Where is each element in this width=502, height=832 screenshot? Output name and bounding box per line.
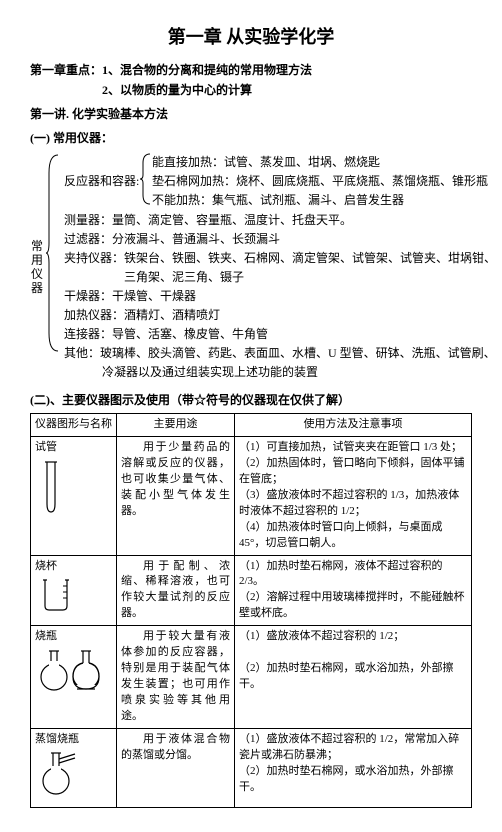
inner-brace-label: 反应器和容器: — [64, 172, 139, 190]
test-tube-icon — [35, 458, 65, 518]
list-row: 干燥器：干燥管、干燥器 — [64, 287, 472, 305]
apparatus-name: 烧杯 — [35, 560, 57, 572]
list-row: 过滤器：分液漏斗、普通漏斗、长颈漏斗 — [64, 230, 472, 248]
distillation-flask-icon — [35, 750, 81, 798]
table-row: 烧瓶 — [31, 626, 472, 729]
apparatus-name: 烧瓶 — [35, 630, 57, 642]
brace-content: 反应器和容器: 能直接加热：试管、蒸发皿、坩埚、燃烧匙 垫石棉网加热：烧杯、圆底… — [64, 153, 472, 381]
table-row: 蒸馏烧瓶 用于液体混合物的蒸馏或分馏。 （1）盛放液体不超过容积的 1/2，常常… — [31, 728, 472, 807]
table-header-row: 仪器图形与名称 主要用途 使用方法及注意事项 — [31, 414, 472, 437]
brace-block: 常 用 仪 器 反应器和容器: 能直接加热：试管、蒸发皿、坩埚、燃烧匙 垫石棉网… — [30, 153, 472, 381]
apparatus-note-cell: （1）盛放液体不超过容积的 1/2，常常加入碎瓷片或沸石防暴沸； （2）加热时垫… — [235, 728, 472, 807]
list-row: 加热仪器：酒精灯、酒精喷灯 — [64, 306, 472, 324]
apparatus-use-cell: 用于少量药品的溶解或反应的仪器，也可收集少量气体、装配小型气体发生器。 — [117, 436, 235, 555]
apparatus-use-cell: 用于配制、浓缩、稀释溶液，也可作较大量试剂的反应器。 — [117, 555, 235, 626]
section-1-heading: (一) 常用仪器： — [30, 129, 472, 147]
table-row: 烧杯 用于配制、浓缩、稀释溶液，也可作较大量试剂的反应器。 （1）加热时垫石棉网… — [31, 555, 472, 626]
apparatus-table: 仪器图形与名称 主要用途 使用方法及注意事项 试管 用于少量药品的溶解或反应的仪… — [30, 413, 472, 808]
apparatus-name: 试管 — [35, 441, 57, 453]
keypoint-line-2: 2、以物质的量为中心的计算 — [30, 81, 472, 99]
brace-label-vertical: 常 用 仪 器 — [30, 239, 44, 295]
list-row: 测量器：量筒、滴定管、容量瓶、温度计、托盘天平。 — [64, 211, 472, 229]
keypoint-line-1: 第一章重点：1、混合物的分离和提纯的常用物理方法 — [30, 61, 472, 79]
list-row: 其他：玻璃棒、胶头滴管、药匙、表面皿、水槽、U 型管、研钵、洗瓶、试管刷、 — [64, 344, 472, 362]
apparatus-name-cell: 烧杯 — [31, 555, 117, 626]
inner-row: 垫石棉网加热：烧杯、圆底烧瓶、平底烧瓶、蒸馏烧瓶、锥形瓶 — [152, 172, 472, 190]
inner-row: 不能加热：集气瓶、试剂瓶、漏斗、启普发生器 — [152, 191, 472, 209]
beaker-icon — [35, 576, 75, 614]
inner-brace-block: 反应器和容器: 能直接加热：试管、蒸发皿、坩埚、燃烧匙 垫石棉网加热：烧杯、圆底… — [64, 153, 472, 209]
list-row: 连接器：导管、活塞、橡皮管、牛角管 — [64, 325, 472, 343]
apparatus-use-cell: 用于液体混合物的蒸馏或分馏。 — [117, 728, 235, 807]
table-header: 仪器图形与名称 — [31, 414, 117, 437]
inner-brace-icon — [140, 153, 152, 205]
apparatus-name: 蒸馏烧瓶 — [35, 733, 79, 745]
table-row: 试管 用于少量药品的溶解或反应的仪器，也可收集少量气体、装配小型气体发生器。 （… — [31, 436, 472, 555]
apparatus-note-cell: （1）可直接加热，试管夹夹在距管口 1/3 处； （2）加热固体时，管口略向下倾… — [235, 436, 472, 555]
list-row-cont: 三角架、泥三角、镊子 — [64, 268, 472, 286]
table-header: 主要用途 — [117, 414, 235, 437]
apparatus-name-cell: 蒸馏烧瓶 — [31, 728, 117, 807]
page-title: 第一章 从实验学化学 — [30, 24, 472, 51]
apparatus-note-cell: （1）盛放液体不超过容积的 1/2； （2）加热时垫石棉网，或水浴加热，外部擦干… — [235, 626, 472, 729]
lecture-heading: 第一讲. 化学实验基本方法 — [30, 105, 472, 123]
list-row: 夹持仪器：铁架台、铁圈、铁夹、石棉网、滴定管架、试管架、试管夹、坩埚钳、 — [64, 249, 472, 267]
apparatus-name-cell: 试管 — [31, 436, 117, 555]
flask-icon — [35, 647, 105, 695]
inner-row: 能直接加热：试管、蒸发皿、坩埚、燃烧匙 — [152, 153, 472, 171]
section-2-heading: (二)、主要仪器图示及使用（带☆符号的仪器现在仅供了解） — [30, 391, 472, 409]
apparatus-use-cell: 用于较大量有液体参加的反应容器，特别是用于装配气体发生装置；也可用作喷泉实验等其… — [117, 626, 235, 729]
apparatus-note-cell: （1）加热时垫石棉网，液体不超过容积的 2/3。 （2）溶解过程中用玻璃棒搅拌时… — [235, 555, 472, 626]
list-row-cont: 冷凝器以及通过组装实现上述功能的装置 — [64, 363, 472, 381]
apparatus-name-cell: 烧瓶 — [31, 626, 117, 729]
outer-brace-icon — [46, 153, 62, 353]
table-header: 使用方法及注意事项 — [235, 414, 472, 437]
